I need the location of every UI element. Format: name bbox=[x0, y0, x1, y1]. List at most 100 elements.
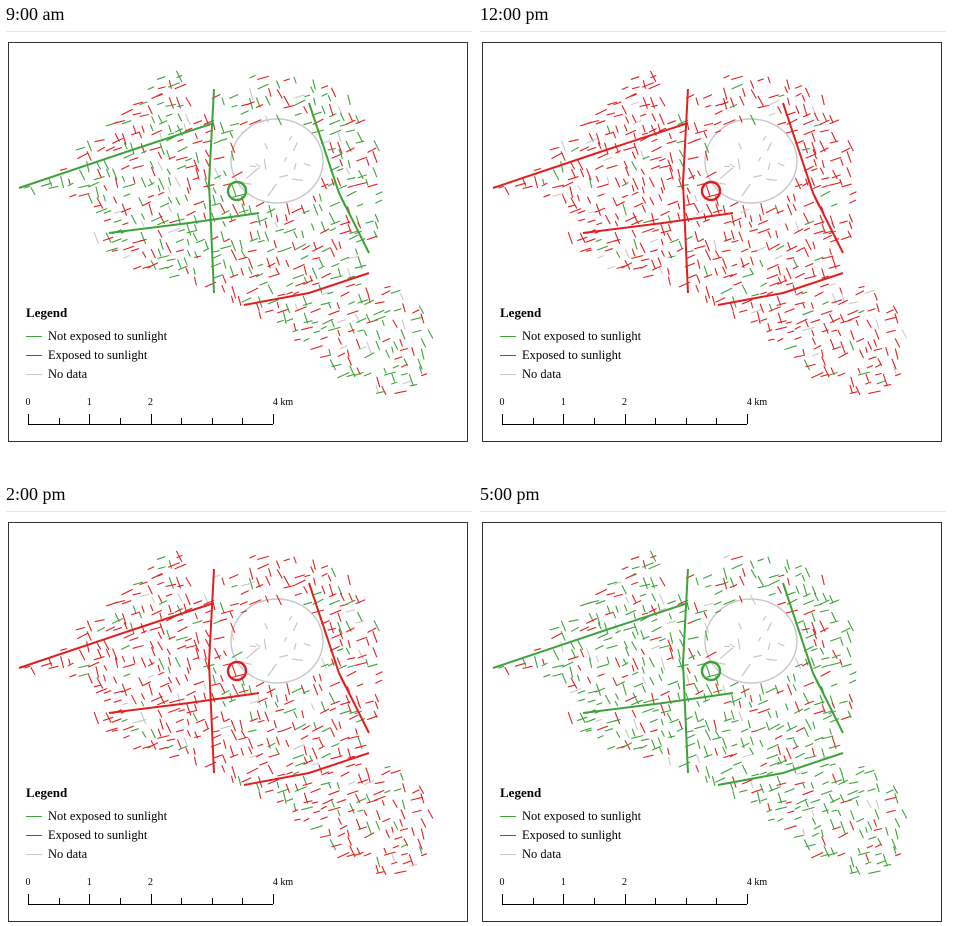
street-exposed bbox=[357, 654, 367, 659]
street-exposed bbox=[328, 790, 340, 796]
street-exposed bbox=[106, 727, 118, 732]
street-exposed bbox=[221, 609, 234, 615]
street-not-exposed bbox=[337, 621, 343, 634]
street-exposed bbox=[285, 783, 290, 793]
street-exposed bbox=[304, 574, 311, 578]
street-not-exposed bbox=[621, 585, 627, 595]
street-exposed bbox=[294, 574, 306, 579]
street-exposed bbox=[132, 656, 136, 664]
street-not-exposed bbox=[759, 259, 764, 267]
legend-label: Exposed to sunlight bbox=[522, 828, 622, 842]
street-not-exposed bbox=[327, 291, 334, 295]
street-exposed bbox=[194, 133, 198, 140]
street-not-exposed bbox=[228, 699, 236, 703]
street-exposed bbox=[666, 140, 677, 145]
street-not-exposed bbox=[778, 94, 785, 98]
street-exposed bbox=[713, 121, 722, 126]
street-exposed bbox=[829, 238, 840, 243]
street-no-data bbox=[174, 177, 181, 188]
street-exposed bbox=[60, 648, 68, 651]
street-no-data bbox=[767, 643, 771, 650]
street-exposed bbox=[357, 222, 362, 229]
street-exposed bbox=[177, 584, 184, 588]
street-no-data bbox=[738, 622, 742, 630]
street-not-exposed bbox=[356, 797, 367, 804]
street-exposed bbox=[686, 667, 691, 674]
street-exposed bbox=[320, 336, 328, 340]
street-not-exposed bbox=[522, 658, 527, 667]
street-exposed bbox=[166, 648, 171, 655]
street-not-exposed bbox=[759, 694, 762, 702]
street-exposed bbox=[776, 302, 787, 306]
street-exposed bbox=[777, 338, 784, 342]
street-exposed bbox=[633, 266, 642, 270]
street-no-data bbox=[901, 329, 908, 339]
street-not-exposed bbox=[427, 329, 434, 339]
street-not-exposed bbox=[765, 687, 776, 694]
street-exposed bbox=[248, 258, 253, 269]
street-not-exposed bbox=[651, 584, 658, 588]
street-not-exposed bbox=[864, 769, 875, 774]
street-not-exposed bbox=[542, 178, 545, 185]
street-exposed bbox=[347, 329, 355, 333]
street-not-exposed bbox=[159, 266, 168, 270]
street-exposed bbox=[151, 93, 163, 100]
street-exposed bbox=[355, 728, 358, 735]
street-exposed bbox=[158, 671, 165, 676]
street-exposed bbox=[285, 259, 290, 267]
street-exposed bbox=[340, 736, 350, 742]
street-no-data bbox=[358, 346, 367, 351]
major-road bbox=[308, 582, 370, 734]
street-exposed bbox=[372, 151, 378, 163]
street-exposed bbox=[320, 565, 329, 569]
street-not-exposed bbox=[704, 142, 710, 153]
street-exposed bbox=[337, 352, 346, 357]
street-exposed bbox=[803, 141, 808, 154]
street-exposed bbox=[141, 125, 145, 133]
street-exposed bbox=[345, 694, 350, 704]
street-not-exposed bbox=[214, 274, 223, 279]
street-exposed bbox=[749, 215, 753, 223]
street-exposed bbox=[30, 667, 36, 675]
street-not-exposed bbox=[633, 622, 639, 635]
street-exposed bbox=[504, 187, 510, 195]
street-exposed bbox=[132, 176, 136, 184]
street-exposed bbox=[230, 295, 234, 304]
street-exposed bbox=[202, 727, 210, 732]
street-exposed bbox=[820, 373, 830, 378]
street-not-exposed bbox=[166, 168, 171, 175]
street-exposed bbox=[760, 202, 764, 215]
street-not-exposed bbox=[810, 657, 816, 667]
street-exposed bbox=[661, 250, 665, 257]
street-exposed bbox=[742, 568, 746, 577]
street-exposed bbox=[651, 146, 662, 153]
street-exposed bbox=[873, 828, 883, 831]
street-exposed bbox=[186, 690, 196, 696]
street-exposed bbox=[86, 641, 90, 653]
street-not-exposed bbox=[677, 114, 684, 127]
street-not-exposed bbox=[168, 176, 172, 186]
street-exposed bbox=[69, 674, 77, 678]
street-not-exposed bbox=[365, 178, 369, 186]
street-exposed bbox=[712, 209, 723, 214]
street-not-exposed bbox=[177, 104, 184, 108]
street-exposed bbox=[375, 871, 384, 874]
street-not-exposed bbox=[891, 838, 897, 850]
legend-swatch-green bbox=[26, 816, 42, 817]
street-exposed bbox=[160, 682, 170, 688]
street-no-data bbox=[587, 210, 598, 214]
street-not-exposed bbox=[302, 690, 310, 694]
street-exposed bbox=[813, 184, 821, 189]
street-not-exposed bbox=[867, 821, 873, 830]
street-exposed bbox=[541, 182, 548, 187]
street-exposed bbox=[276, 799, 284, 803]
street-no-data bbox=[762, 615, 767, 621]
street-exposed bbox=[623, 160, 628, 169]
street-exposed bbox=[337, 747, 341, 757]
street-not-exposed bbox=[731, 697, 742, 703]
street-exposed bbox=[420, 853, 428, 857]
street-exposed bbox=[831, 222, 836, 229]
street-exposed bbox=[894, 348, 899, 360]
street-exposed bbox=[149, 640, 154, 649]
street-exposed bbox=[642, 80, 646, 89]
